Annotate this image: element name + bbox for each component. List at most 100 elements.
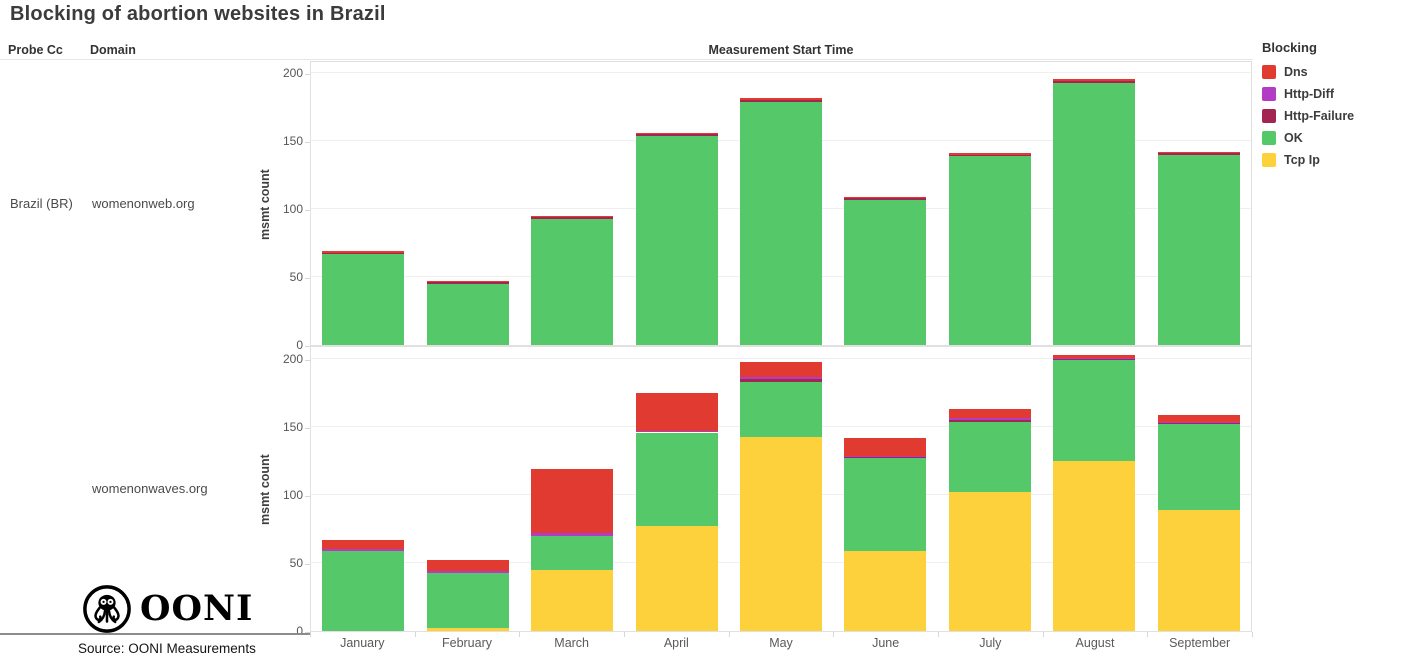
segment-dns[interactable] <box>949 153 1031 155</box>
segment-dns[interactable] <box>1053 78 1135 82</box>
segment-tcp-ip[interactable] <box>636 526 718 631</box>
segment-http-diff[interactable] <box>427 571 509 573</box>
segment-dns[interactable] <box>322 251 404 253</box>
bar-womenonwaves.org-may[interactable] <box>740 347 822 631</box>
gridline-200 <box>311 358 1251 359</box>
segment-tcp-ip[interactable] <box>1158 510 1240 631</box>
segment-http-failure[interactable] <box>740 379 822 383</box>
segment-dns[interactable] <box>1053 354 1135 358</box>
bar-womenonwaves.org-august[interactable] <box>1053 347 1135 631</box>
segment-ok[interactable] <box>1053 360 1135 461</box>
row-label-domain-womenonweb: womenonweb.org <box>92 196 195 211</box>
segment-dns[interactable] <box>322 539 404 550</box>
segment-ok[interactable] <box>636 135 718 345</box>
bar-womenonweb.org-january[interactable] <box>322 62 404 345</box>
segment-http-failure[interactable] <box>531 217 613 219</box>
segment-http-failure[interactable] <box>949 420 1031 422</box>
bar-womenonweb.org-june[interactable] <box>844 62 926 345</box>
segment-http-failure[interactable] <box>322 252 404 254</box>
segment-dns[interactable] <box>740 361 822 377</box>
segment-http-failure[interactable] <box>1158 422 1240 425</box>
bar-womenonweb.org-september[interactable] <box>1158 62 1240 345</box>
segment-http-failure[interactable] <box>1158 153 1240 155</box>
x-axis-month-labels: January February March April May June July Augu… <box>310 636 1252 654</box>
bar-womenonweb.org-may[interactable] <box>740 62 822 345</box>
segment-http-diff[interactable] <box>531 533 613 536</box>
bar-womenonwaves.org-july[interactable] <box>949 347 1031 631</box>
bar-womenonwaves.org-march[interactable] <box>531 347 613 631</box>
segment-dns[interactable] <box>427 560 509 572</box>
chart-panel-womenonweb <box>310 61 1252 346</box>
bar-womenonwaves.org-january[interactable] <box>322 347 404 631</box>
segment-dns[interactable] <box>636 132 718 135</box>
segment-http-failure[interactable] <box>740 100 822 102</box>
segment-http-failure[interactable] <box>844 198 926 200</box>
bar-womenonwaves.org-june[interactable] <box>844 347 926 631</box>
bar-womenonwaves.org-february[interactable] <box>427 347 509 631</box>
segment-dns[interactable] <box>949 409 1031 418</box>
segment-tcp-ip[interactable] <box>949 492 1031 631</box>
x-tick-mark <box>1252 632 1253 637</box>
segment-dns[interactable] <box>531 469 613 534</box>
segment-dns[interactable] <box>844 196 926 199</box>
x-tick-mark <box>519 632 521 637</box>
legend-item-tcp ip[interactable]: Tcp Ip <box>1262 149 1412 171</box>
segment-http-failure[interactable] <box>427 282 509 284</box>
segment-ok[interactable] <box>322 253 404 345</box>
segment-ok[interactable] <box>322 550 404 631</box>
bar-womenonweb.org-july[interactable] <box>949 62 1031 345</box>
legend-item-http-diff[interactable]: Http-Diff <box>1262 83 1412 105</box>
segment-ok[interactable] <box>740 101 822 345</box>
segment-ok[interactable] <box>1053 82 1135 345</box>
segment-ok[interactable] <box>740 382 822 437</box>
segment-http-failure[interactable] <box>1053 359 1135 361</box>
segment-tcp-ip[interactable] <box>844 550 926 631</box>
segment-http-failure[interactable] <box>844 456 926 459</box>
segment-tcp-ip[interactable] <box>531 569 613 631</box>
bar-womenonwaves.org-september[interactable] <box>1158 347 1240 631</box>
segment-dns[interactable] <box>531 215 613 218</box>
segment-http-failure[interactable] <box>636 134 718 136</box>
x-label-june: June <box>872 636 900 650</box>
bar-womenonweb.org-february[interactable] <box>427 62 509 345</box>
legend-item-dns[interactable]: Dns <box>1262 61 1412 83</box>
segment-ok[interactable] <box>427 283 509 345</box>
segment-ok[interactable] <box>949 421 1031 493</box>
segment-http-diff[interactable] <box>636 431 718 433</box>
segment-ok[interactable] <box>844 199 926 345</box>
segment-dns[interactable] <box>844 437 926 456</box>
segment-ok[interactable] <box>844 458 926 551</box>
segment-http-failure[interactable] <box>1053 81 1135 83</box>
segment-ok[interactable] <box>1158 154 1240 345</box>
segment-ok[interactable] <box>427 572 509 629</box>
bar-womenonweb.org-august[interactable] <box>1053 62 1135 345</box>
segment-ok[interactable] <box>531 218 613 345</box>
y-tick-50: 50 <box>289 556 303 570</box>
legend-item-ok[interactable]: OK <box>1262 127 1412 149</box>
segment-http-diff[interactable] <box>322 549 404 551</box>
y-tick-150: 150 <box>282 134 303 148</box>
segment-http-failure[interactable] <box>949 154 1031 156</box>
segment-tcp-ip[interactable] <box>740 436 822 631</box>
bar-womenonwaves.org-april[interactable] <box>636 347 718 631</box>
segment-http-diff[interactable] <box>949 417 1031 421</box>
segment-dns[interactable] <box>1158 414 1240 422</box>
source-attribution: Source: OONI Measurements <box>78 641 256 656</box>
segment-dns[interactable] <box>1158 151 1240 154</box>
segment-http-diff[interactable] <box>844 455 926 457</box>
segment-ok[interactable] <box>531 535 613 570</box>
segment-ok[interactable] <box>636 432 718 527</box>
segment-http-diff[interactable] <box>1053 357 1135 359</box>
segment-tcp-ip[interactable] <box>427 628 509 631</box>
segment-ok[interactable] <box>1158 424 1240 510</box>
segment-dns[interactable] <box>427 281 509 283</box>
segment-tcp-ip[interactable] <box>1053 461 1135 631</box>
bar-womenonweb.org-april[interactable] <box>636 62 718 345</box>
bar-womenonweb.org-march[interactable] <box>531 62 613 345</box>
legend-item-http-failure[interactable]: Http-Failure <box>1262 105 1412 127</box>
segment-http-diff[interactable] <box>1158 421 1240 423</box>
segment-dns[interactable] <box>636 393 718 432</box>
segment-ok[interactable] <box>949 156 1031 345</box>
segment-dns[interactable] <box>740 97 822 101</box>
segment-http-diff[interactable] <box>740 376 822 380</box>
